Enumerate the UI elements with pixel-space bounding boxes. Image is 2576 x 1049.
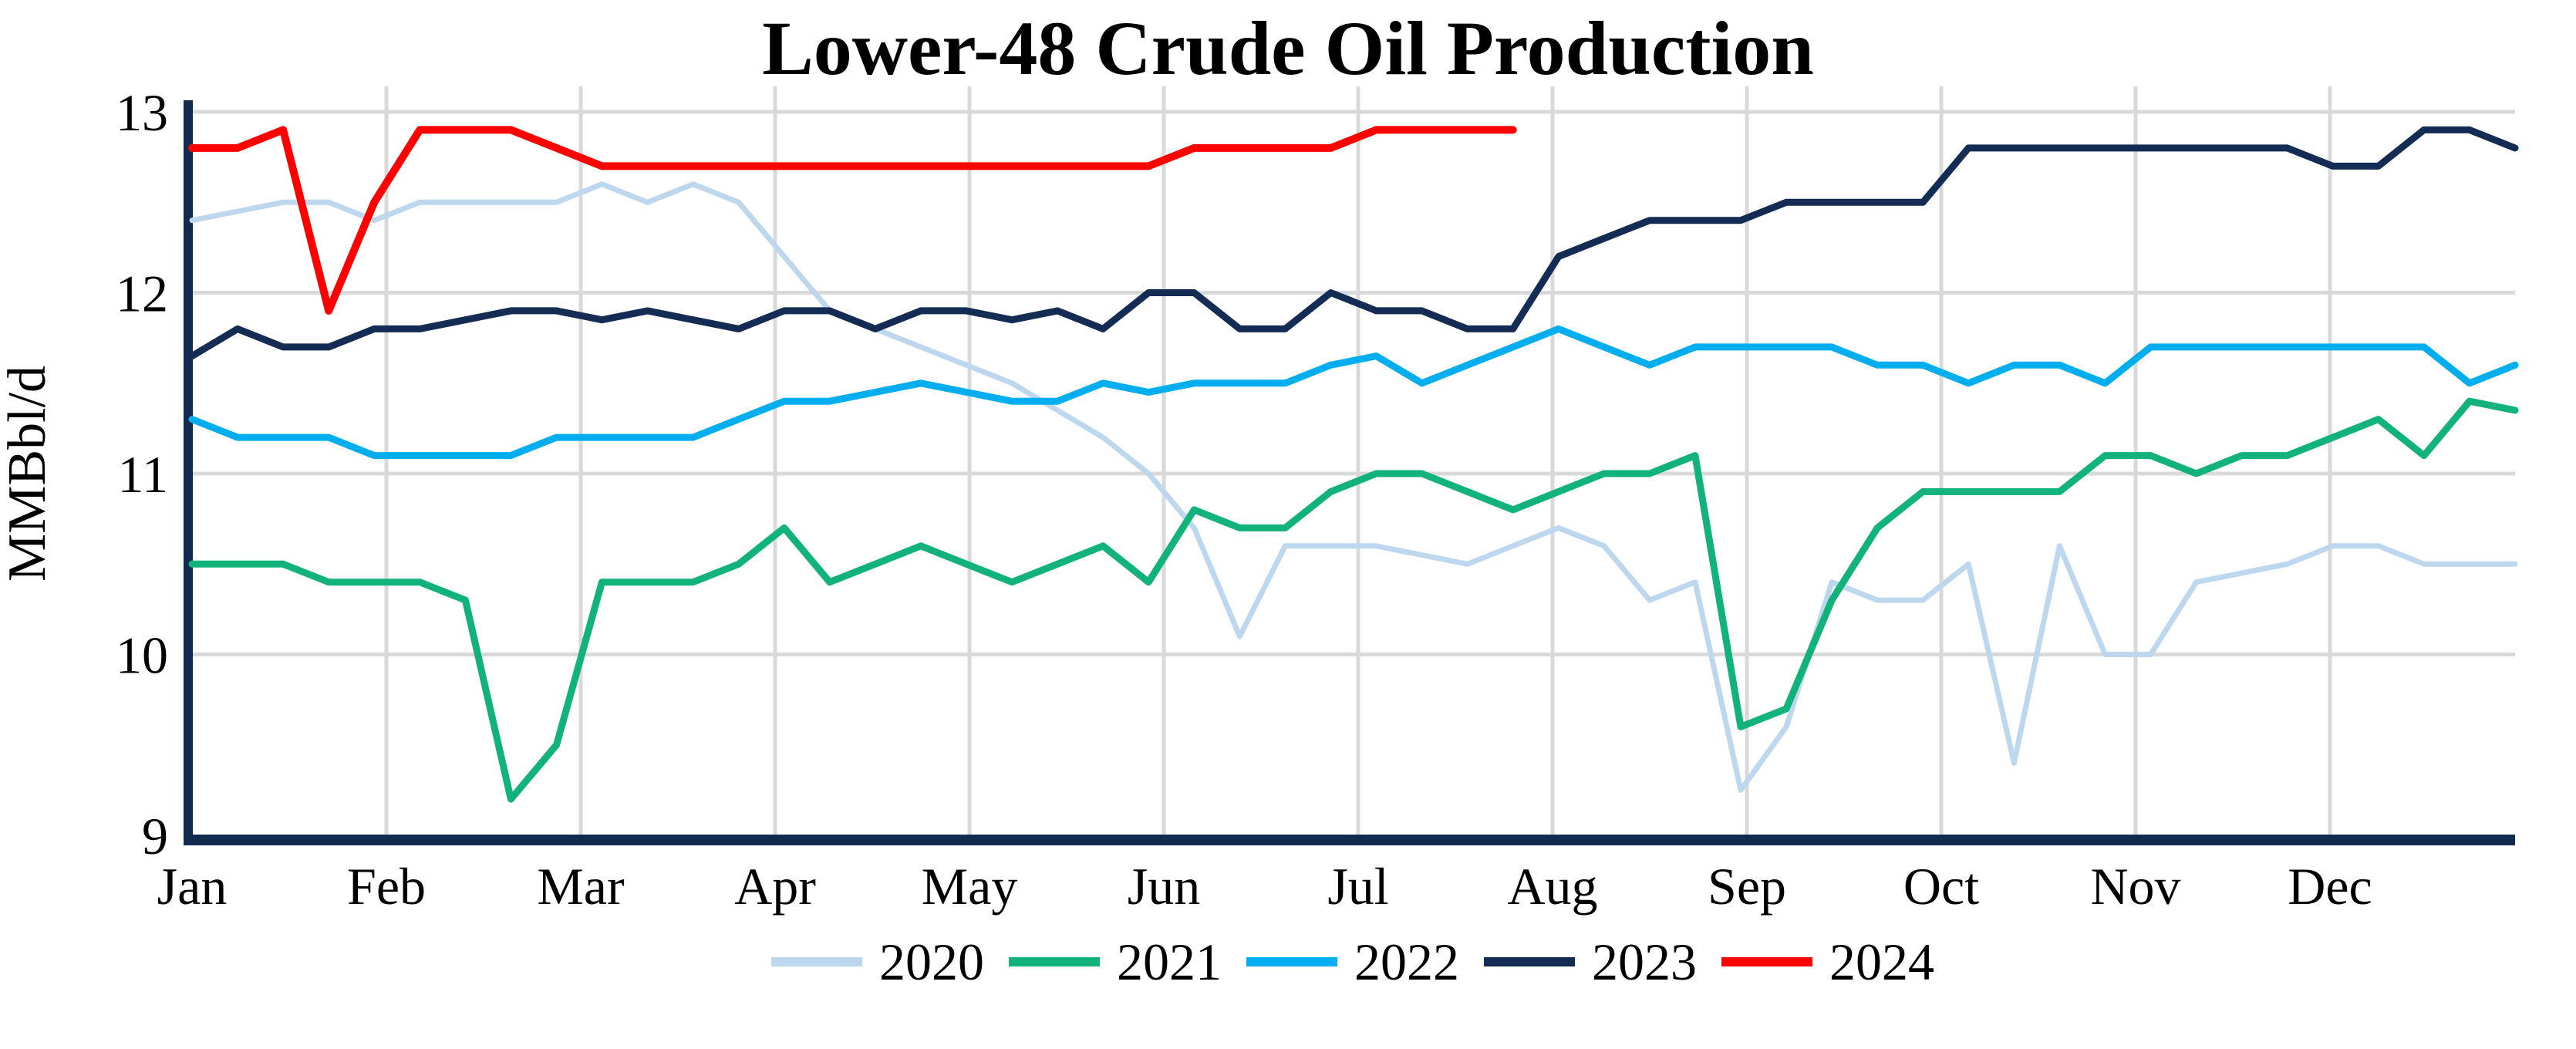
legend-item-2024: 2024 xyxy=(1721,933,1934,991)
series-lines xyxy=(188,126,2519,803)
legend-item-2020: 2020 xyxy=(771,933,984,991)
y-tick-label: 12 xyxy=(116,265,168,323)
x-tick-label: Dec xyxy=(2288,857,2372,916)
legend-year-label: 2024 xyxy=(1829,933,1934,991)
x-tick-label: Apr xyxy=(734,857,816,916)
series-line-2024 xyxy=(188,126,1517,315)
x-tick-label: Nov xyxy=(2090,857,2180,916)
legend-year-label: 2023 xyxy=(1592,933,1697,991)
series-line-2023 xyxy=(188,126,2519,360)
x-tick-label: Jan xyxy=(157,857,228,916)
legend-item-2021: 2021 xyxy=(1009,933,1222,991)
legend-item-2023: 2023 xyxy=(1484,933,1697,991)
y-tick-label: 9 xyxy=(142,807,168,865)
x-tick-label: Jun xyxy=(1128,857,1200,916)
y-axis-title: MMBbl/d xyxy=(0,366,57,582)
x-tick-label: Mar xyxy=(537,857,625,916)
y-tick-label: 10 xyxy=(116,626,168,685)
x-tick-label: Sep xyxy=(1708,857,1786,916)
series-line-2020 xyxy=(189,181,2518,793)
x-tick-label: Feb xyxy=(347,857,426,916)
chart-title: Lower-48 Crude Oil Production xyxy=(762,5,1814,91)
x-tick-label: Oct xyxy=(1903,857,1979,916)
legend-year-label: 2020 xyxy=(879,933,984,991)
legend-year-label: 2022 xyxy=(1354,933,1459,991)
series-line-2021 xyxy=(188,397,2519,803)
x-tick-label: Aug xyxy=(1507,857,1597,916)
y-tick-label: 11 xyxy=(118,445,168,504)
x-tick-label: May xyxy=(922,857,1018,916)
axes xyxy=(184,100,2515,845)
x-tick-label: Jul xyxy=(1327,857,1388,916)
y-tick-label: 13 xyxy=(116,83,168,142)
legend-item-2022: 2022 xyxy=(1246,933,1459,991)
series-line-2022 xyxy=(188,325,2519,460)
legend: 2020 2021 2022 2023 2024 xyxy=(771,933,1934,991)
legend-year-label: 2021 xyxy=(1117,933,1222,991)
